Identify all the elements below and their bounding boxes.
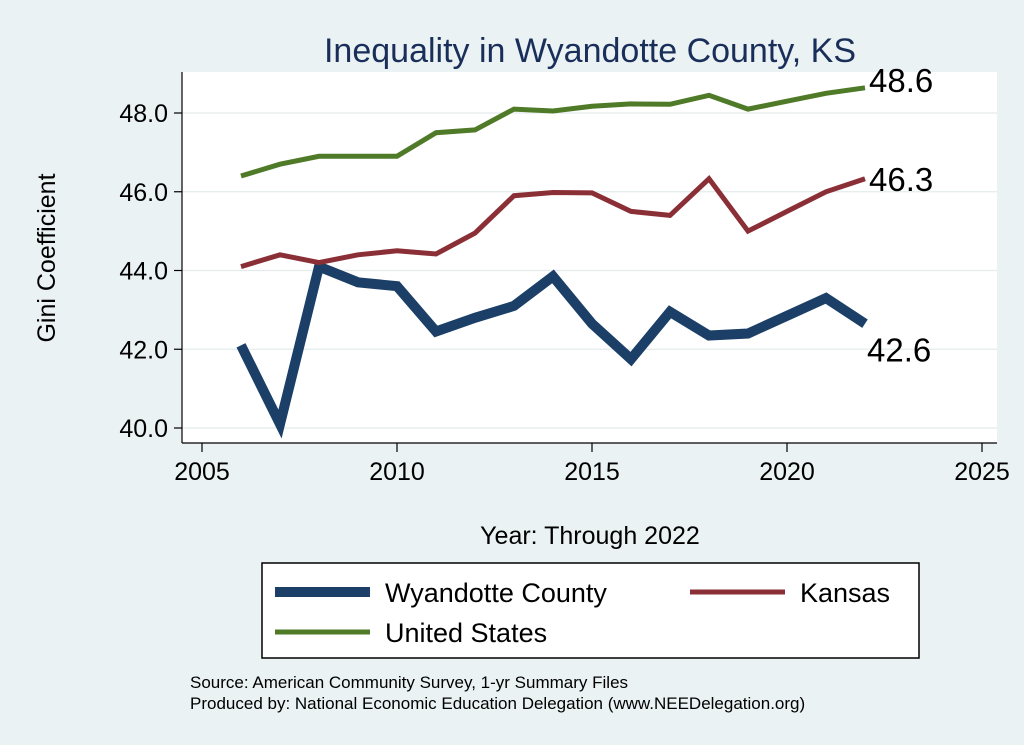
- series-line-united-states: [240, 85, 866, 179]
- legend: Wyandotte County Kansas United States: [261, 562, 920, 659]
- plot-area: [182, 72, 997, 443]
- legend-label-kansas: Kansas: [800, 578, 890, 608]
- y-tick-label: 48.0: [119, 100, 168, 128]
- end-label: 46.3: [869, 161, 933, 198]
- y-tick-label: 40.0: [119, 415, 168, 443]
- legend-label-united-states: United States: [385, 618, 547, 648]
- y-tick-label: 42.0: [119, 336, 168, 364]
- axes: 40.0 42.0 44.0 46.0 48.0 2005 2010 2015 2020 2025: [119, 72, 1010, 486]
- end-labels: 42.6 46.3 48.6: [867, 62, 933, 369]
- legend-box: [261, 562, 920, 659]
- chart-title: Inequality in Wyandotte County, KS: [324, 32, 856, 70]
- x-tick-label: 2005: [174, 458, 230, 486]
- series-lines: [236, 85, 868, 439]
- y-tick-label: 44.0: [119, 258, 168, 286]
- series-line-kansas: [240, 175, 866, 269]
- x-tick-label: 2025: [954, 458, 1010, 486]
- footer-produced-by: Produced by: National Economic Education…: [190, 694, 805, 713]
- end-label: 48.6: [869, 62, 933, 99]
- series-line-wyandotte: [236, 259, 868, 439]
- y-axis-title: Gini Coefficient: [33, 173, 61, 342]
- legend-label-wyandotte: Wyandotte County: [385, 578, 607, 608]
- x-tick-label: 2020: [759, 458, 815, 486]
- end-label: 42.6: [867, 332, 931, 369]
- footer-source: Source: American Community Survey, 1-yr …: [190, 673, 628, 692]
- x-axis-title: Year: Through 2022: [480, 522, 700, 550]
- x-tick-label: 2010: [369, 458, 425, 486]
- x-tick-label: 2015: [564, 458, 620, 486]
- y-tick-label: 46.0: [119, 179, 168, 207]
